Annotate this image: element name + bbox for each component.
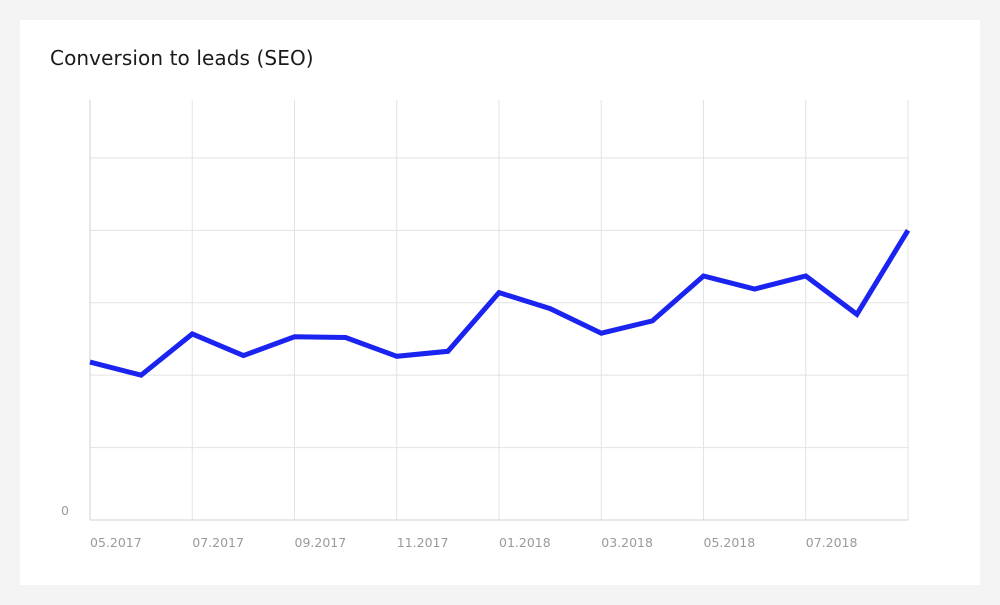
chart-card: Conversion to leads (SEO) 05.2017 07.2017… [20, 20, 980, 585]
x-tick-labels: 05.2017 07.2017 09.2017 11.2017 01.2018 03.20… [90, 535, 857, 550]
chart-title: Conversion to leads (SEO) [50, 46, 314, 70]
x-tick-label: 05.2017 [90, 535, 142, 550]
line-chart: 05.2017 07.2017 09.2017 11.2017 01.2018 03.20… [61, 100, 911, 550]
axes [89, 100, 908, 521]
y-tick-label: 0 [61, 503, 69, 518]
x-tick-label: 03.2018 [601, 535, 653, 550]
x-tick-label: 01.2018 [499, 535, 551, 550]
series-line [89, 229, 911, 378]
series-lines [89, 229, 911, 378]
x-tick-label: 05.2018 [704, 535, 756, 550]
x-tick-label: 07.2017 [192, 535, 244, 550]
y-tick-labels: 0 [61, 503, 69, 518]
x-tick-label: 11.2017 [397, 535, 449, 550]
vertical-gridlines [89, 100, 909, 520]
x-tick-label: 09.2017 [295, 535, 347, 550]
x-tick-label: 07.2018 [806, 535, 858, 550]
